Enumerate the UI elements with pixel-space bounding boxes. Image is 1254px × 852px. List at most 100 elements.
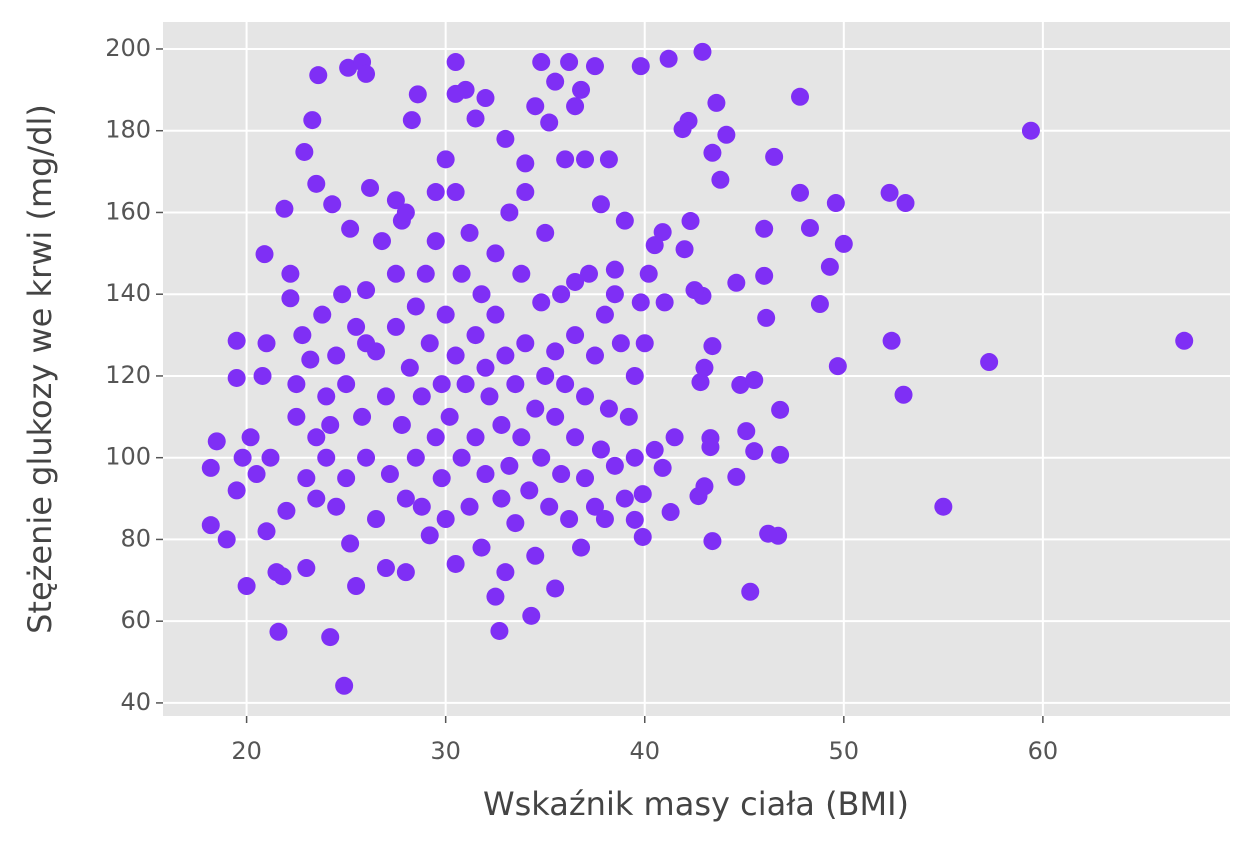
point [635,334,654,353]
point [420,334,439,353]
point [420,526,439,545]
point [303,111,322,130]
point [396,563,415,582]
point [446,183,465,202]
point [552,465,571,484]
point [771,400,790,419]
point [653,223,672,242]
point [241,428,260,447]
point [516,154,535,173]
point [828,357,847,376]
point [257,334,276,353]
point [392,415,411,434]
point [293,326,312,345]
point [896,194,915,213]
y-tick-label: 120 [105,361,151,389]
point [337,375,356,394]
point [261,448,280,467]
point [386,191,405,210]
point [347,317,366,336]
point [737,422,756,441]
point [297,559,316,578]
point [711,170,730,189]
point [341,534,360,553]
point [412,387,431,406]
point [882,331,901,350]
point [546,342,565,361]
point [619,407,638,426]
point [402,111,421,130]
point [476,465,495,484]
point [317,387,336,406]
point [460,223,479,242]
point [506,514,525,533]
point [426,183,445,202]
point [357,281,376,300]
point [894,385,913,404]
point [727,273,746,292]
point [347,577,366,596]
point [560,53,579,72]
point [615,489,634,508]
point [685,281,704,300]
y-tick-label: 60 [120,606,151,634]
point [287,375,306,394]
point [466,109,485,128]
point [476,358,495,377]
point [625,448,644,467]
point [615,211,634,230]
point [605,285,624,304]
y-tick-label: 80 [120,524,151,552]
point [800,218,819,237]
point [480,387,499,406]
point [526,546,545,565]
point [357,448,376,467]
point [446,554,465,573]
point [446,84,465,103]
point [201,516,220,535]
point [277,501,296,520]
point [307,428,326,447]
point [476,89,495,108]
point [659,49,678,68]
x-axis-label: Wskaźnik masy ciała (BMI) [483,785,909,823]
point [566,428,585,447]
point [566,272,585,291]
point [490,621,509,640]
point [566,326,585,345]
point [703,532,722,551]
point [432,375,451,394]
point [257,522,276,541]
point [576,387,595,406]
point [247,465,266,484]
point [532,448,551,467]
point [595,509,614,528]
point [396,489,415,508]
point [376,387,395,406]
point [396,203,415,222]
point [526,97,545,116]
point [376,559,395,578]
point [327,346,346,365]
point [591,195,610,214]
point [580,264,599,283]
point [695,477,714,496]
point [755,219,774,238]
point [572,538,591,557]
point [500,456,519,475]
point [673,120,692,139]
point [321,628,340,647]
point [287,407,306,426]
y-tick-label: 200 [105,34,151,62]
point [605,260,624,279]
point [506,375,525,394]
x-tick-label: 20 [231,737,262,765]
point [633,485,652,504]
point [237,577,256,596]
point [695,358,714,377]
point [625,510,644,529]
point [522,606,541,625]
point [496,563,515,582]
